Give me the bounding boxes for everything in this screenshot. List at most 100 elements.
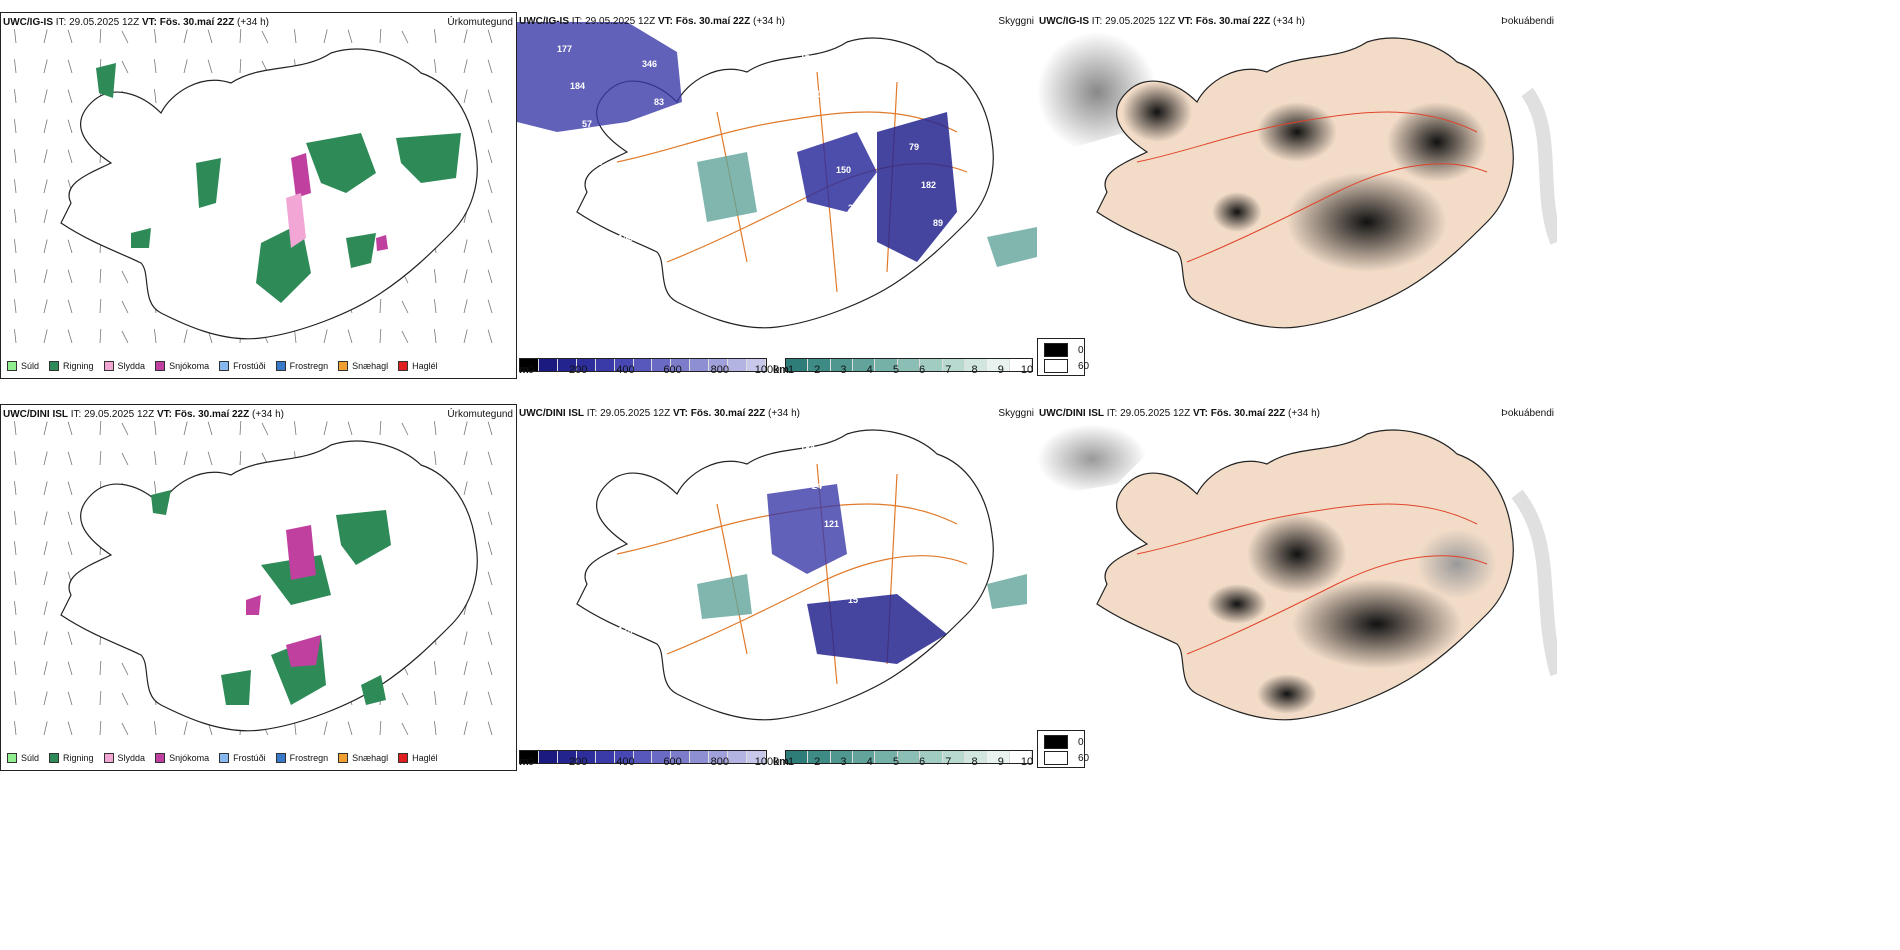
ceiling-label: 155 <box>703 248 718 258</box>
ceiling-visibility-panel-row1: UWC/IG-IS IT: 29.05.2025 12Z VT: Fös. 30… <box>517 12 1037 379</box>
wind-barb <box>183 59 188 74</box>
wind-barb <box>261 422 269 436</box>
ceiling-label: 184 <box>800 443 815 453</box>
ceiling-label: 121 <box>824 519 839 529</box>
wind-barb <box>43 631 48 646</box>
wind-barb <box>67 149 73 164</box>
wind-barb <box>207 421 213 436</box>
wind-barb <box>347 329 353 344</box>
wind-barb <box>487 481 493 496</box>
ceiling-label: 183 <box>557 436 572 446</box>
colorbar-tick: 4 <box>866 364 873 376</box>
wind-barb <box>401 692 409 706</box>
ceiling-label: 69 <box>909 534 919 544</box>
wind-barb <box>183 29 188 44</box>
colorbar-tick: 8 <box>971 756 978 768</box>
fog-label: Þokuábendi <box>1501 16 1554 27</box>
colorbar-tick: 1 <box>787 756 795 768</box>
wind-barb <box>43 29 48 44</box>
legend-item: Slydda <box>103 753 145 763</box>
wind-barb <box>67 59 73 74</box>
wind-barb <box>67 269 73 284</box>
wind-barb <box>121 452 129 466</box>
legend-item: Slydda <box>103 361 145 371</box>
wind-barb <box>207 29 213 44</box>
snow-areas <box>246 525 321 667</box>
wind-barb <box>14 451 17 466</box>
ceiling-label: 430 <box>897 104 912 114</box>
ceiling-label: 148 <box>618 233 633 243</box>
wind-barb <box>14 209 17 224</box>
wind-barb <box>463 59 468 74</box>
wind-barb <box>14 631 17 646</box>
ceiling-unit: m <box>519 364 529 376</box>
wind-barb <box>239 421 242 436</box>
wind-barb <box>487 269 493 284</box>
ceiling-label: 28 <box>897 496 907 506</box>
wind-barb <box>239 29 242 44</box>
wind-barb <box>207 451 213 466</box>
wind-barb <box>183 721 188 736</box>
wind-barb <box>43 721 48 736</box>
legend-item: Frostregn <box>275 361 328 371</box>
wind-barb <box>67 481 73 496</box>
colorbar-tick: 400 <box>616 756 635 768</box>
wind-barb <box>99 451 102 466</box>
colorbar-tick: 600 <box>663 364 682 376</box>
wind-barb <box>43 239 48 254</box>
wind-barb <box>14 29 17 44</box>
wind-barb <box>14 421 17 436</box>
ceiling-label: 15 <box>848 595 858 605</box>
colorbar-tick: 6 <box>919 364 926 376</box>
ceiling-label: 219 <box>848 203 863 213</box>
colorbar-tick: 3 <box>840 364 847 376</box>
wind-barb <box>487 239 493 254</box>
wind-barb <box>14 89 17 104</box>
wind-barb <box>261 30 269 44</box>
fog-legend: 0 60 <box>1037 338 1089 376</box>
wind-barb <box>323 721 328 736</box>
wind-barb <box>14 119 17 134</box>
legend-item: Frostúði <box>219 753 266 763</box>
wind-barb <box>463 89 468 104</box>
ceiling-label: 24 <box>812 481 822 491</box>
ceiling-label: 37 <box>739 504 749 514</box>
snow-areas <box>291 153 388 251</box>
wind-barb <box>121 722 129 736</box>
wind-barb <box>401 300 409 314</box>
colorbar-tick: 1000 <box>754 364 780 376</box>
wind-barb <box>154 29 157 44</box>
wind-barb <box>323 329 328 344</box>
legend-item: Rigning <box>49 361 94 371</box>
wind-barb <box>67 119 73 134</box>
ceiling-visibility-panel-row2: UWC/DINI ISL IT: 29.05.2025 12Z VT: Fös.… <box>517 404 1037 771</box>
wind-barb <box>14 329 17 344</box>
wind-barb <box>14 691 17 706</box>
wind-barb <box>434 421 437 436</box>
precip-type-panel-row1: UWC/IG-IS IT: 29.05.2025 12Z VT: Fös. 30… <box>0 12 517 379</box>
iceland-fog-map <box>1037 32 1557 329</box>
ceiling-unit: m <box>519 756 529 768</box>
wind-barb <box>487 29 493 44</box>
ceiling-label: 84 <box>630 663 640 673</box>
colorbar-tick: 200 <box>569 756 588 768</box>
ceiling-label: 89 <box>933 218 943 228</box>
wind-barb <box>43 209 48 224</box>
ceiling-label: 182 <box>921 180 936 190</box>
ceiling-label: 116 <box>715 286 730 296</box>
ceiling-label: 150 <box>836 165 851 175</box>
wind-barb <box>379 721 382 736</box>
wind-barb <box>434 661 437 676</box>
wind-barb <box>99 721 102 736</box>
wind-barb <box>463 239 468 254</box>
ceiling-label: 208 <box>945 648 960 658</box>
wind-barb <box>154 421 157 436</box>
wind-barb <box>154 59 157 74</box>
wind-barb <box>154 329 157 344</box>
ceiling-label: 346 <box>642 59 657 69</box>
wind-barb <box>43 571 48 586</box>
wind-barb <box>183 421 188 436</box>
ceiling-colorbar <box>519 750 767 764</box>
ceiling-label: 109 <box>606 195 621 205</box>
ceiling-label: 184 <box>570 81 585 91</box>
